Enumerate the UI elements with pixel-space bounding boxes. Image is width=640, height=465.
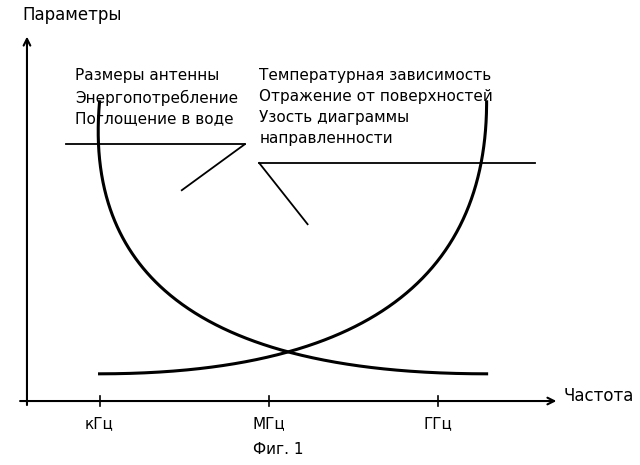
Text: кГц: кГц <box>85 416 114 432</box>
Text: ГГц: ГГц <box>424 416 452 432</box>
Text: Фиг. 1: Фиг. 1 <box>253 442 304 457</box>
Text: Параметры: Параметры <box>22 6 122 24</box>
Text: Частота: Частота <box>564 387 634 405</box>
Text: Размеры антенны
Энергопотребление
Поглощение в воде: Размеры антенны Энергопотребление Поглощ… <box>76 68 239 126</box>
Text: МГц: МГц <box>253 416 285 432</box>
Text: Температурная зависимость
Отражение от поверхностей
Узость диаграммы
направленно: Температурная зависимость Отражение от п… <box>259 68 493 146</box>
